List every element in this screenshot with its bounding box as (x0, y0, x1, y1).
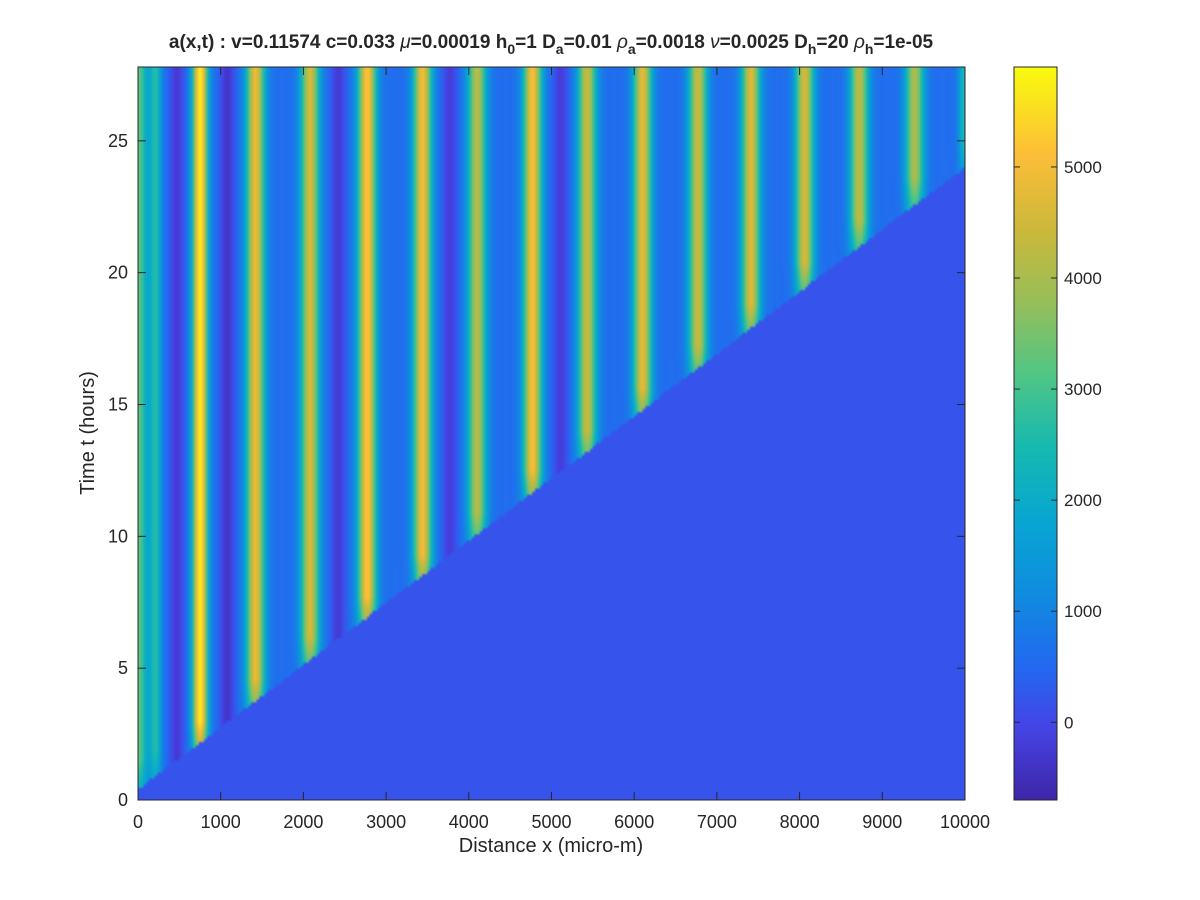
title-part: =1e-05 (873, 32, 933, 53)
x-tick-label: 2000 (283, 812, 323, 832)
y-axis: 0 5 10 15 20 25 (108, 131, 965, 810)
y-tick-label: 10 (108, 526, 128, 546)
title-part: ν (710, 32, 720, 53)
colorbar: 0 1000 2000 3000 4000 5000 (1013, 66, 1102, 801)
x-tick-label: 1000 (201, 812, 241, 832)
colorbar-ticks: 0 1000 2000 3000 4000 5000 (1014, 158, 1102, 732)
chart-title: a(x,t) : v=0.11574 c=0.033 μ=0.00019 h0=… (169, 32, 934, 57)
title-part: h (808, 41, 817, 57)
x-tick-label: 10000 (940, 812, 990, 832)
title-part: a (556, 41, 564, 57)
x-tick-label: 3000 (366, 812, 406, 832)
colorbar-tick-label: 0 (1064, 713, 1073, 732)
y-tick-label: 5 (118, 658, 128, 678)
title-part: =0.0018 (636, 32, 711, 53)
colorbar-tick-label: 5000 (1064, 158, 1102, 177)
x-axis: 0 1000 2000 3000 4000 5000 6000 7000 8000 9000 100… (133, 67, 990, 832)
colorbar-tick-label: 2000 (1064, 491, 1102, 510)
x-tick-label: 8000 (780, 812, 820, 832)
title-part: =0.01 (564, 32, 617, 53)
colorbar-tick-label: 3000 (1064, 380, 1102, 399)
colorbar-tick-label: 4000 (1064, 269, 1102, 288)
title-part: ρ (616, 32, 628, 53)
y-tick-label: 20 (108, 263, 128, 283)
title-part: ρ (853, 32, 865, 53)
x-tick-label: 9000 (862, 812, 902, 832)
x-tick-label: 7000 (697, 812, 737, 832)
x-tick-label: 5000 (531, 812, 571, 832)
colorbar-tick-label: 1000 (1064, 602, 1102, 621)
x-tick-label: 0 (133, 812, 143, 832)
colorbar-gradient (1014, 67, 1057, 800)
x-tick-label: 6000 (614, 812, 654, 832)
title-part: =1 D (515, 32, 556, 53)
y-axis-label: Time t (hours) (77, 371, 99, 495)
title-part: =0.00019 h (411, 32, 508, 53)
x-axis-label: Distance x (micro-m) (459, 835, 643, 857)
title-part: a (628, 41, 636, 57)
title-part: μ (399, 32, 411, 53)
heatmap-image (138, 67, 965, 800)
plot-area (137, 66, 966, 801)
colorbar-frame (1013, 66, 1058, 801)
title-part: =0.0025 D (720, 32, 808, 53)
title-part: 0 (507, 41, 515, 57)
y-tick-label: 0 (118, 790, 128, 810)
y-tick-label: 15 (108, 394, 128, 414)
title-part: =20 (816, 32, 854, 53)
title-part: h (865, 41, 874, 57)
title-part: a(x,t) : v=0.11574 c=0.033 (169, 32, 400, 53)
x-tick-label: 4000 (449, 812, 489, 832)
y-tick-label: 25 (108, 131, 128, 151)
